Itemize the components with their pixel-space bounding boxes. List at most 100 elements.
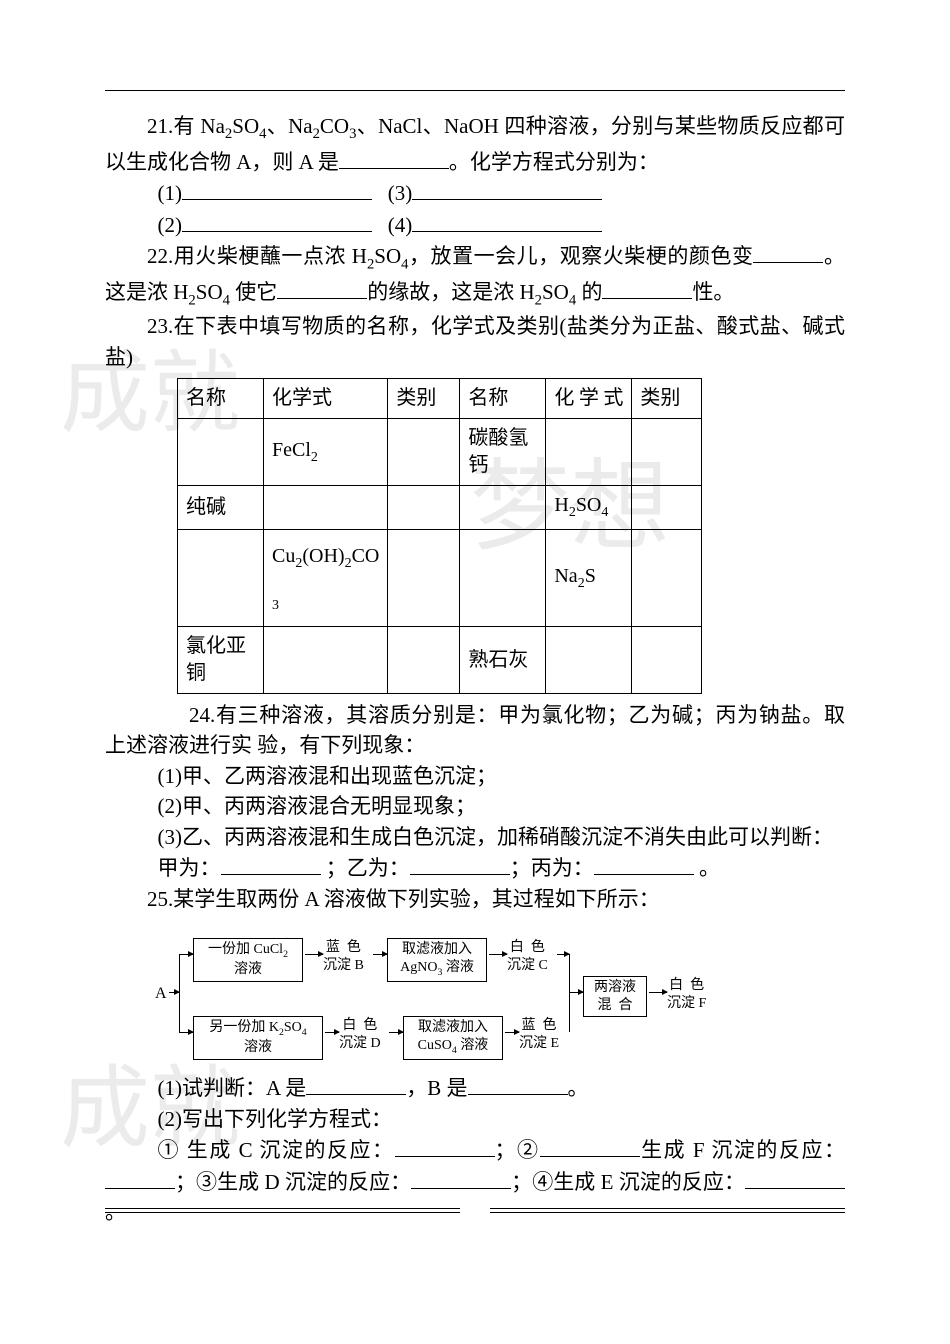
blank[interactable]	[412, 177, 602, 200]
q24-ans: 甲为： ；乙为：；丙为： 。	[105, 852, 845, 884]
t: 。	[699, 856, 720, 880]
t: 2	[311, 450, 318, 465]
blank[interactable]	[182, 209, 372, 232]
blank[interactable]	[395, 1134, 495, 1157]
q25-p3: ① 生成 C 沉淀的反应：；②生成 F 沉淀的反应：；③生成 D 沉淀的反应：；…	[105, 1134, 845, 1228]
q21-row1: (1) (3)	[105, 177, 845, 209]
cell[interactable]	[264, 627, 388, 694]
blank[interactable]	[753, 240, 823, 263]
t: 溶液	[457, 1038, 489, 1053]
t: 性。	[692, 280, 734, 304]
blank[interactable]	[105, 1166, 175, 1189]
cell[interactable]	[546, 627, 632, 694]
t: (OH)	[302, 545, 344, 567]
cell[interactable]	[388, 530, 460, 627]
page-content: 21.有 Na2SO4、Na2CO3、NaCl、NaOH 四种溶液，分别与某些物…	[105, 90, 845, 1228]
blank[interactable]	[339, 146, 449, 169]
flow-label: 白 色 沉淀 C	[507, 939, 548, 974]
blank[interactable]	[745, 1166, 845, 1189]
q21-t2: SO	[232, 114, 259, 138]
t: 化学式	[554, 387, 623, 409]
t: 溶液	[442, 960, 474, 975]
cell[interactable]	[460, 486, 546, 530]
cell: FeCl2	[264, 419, 388, 486]
q21-text: 21.有 Na2SO4、Na2CO3、NaCl、NaOH 四种溶液，分别与某些物…	[105, 111, 845, 177]
q25-flowchart: A 一份加 CuCl2溶液 蓝 色 沉淀 B 取滤液加入取滤液加入 AgNOAg…	[155, 924, 735, 1064]
cell[interactable]	[388, 419, 460, 486]
th: 类别	[632, 379, 702, 419]
arrow	[569, 992, 583, 993]
arrow	[557, 954, 569, 955]
arrow	[325, 1032, 339, 1033]
t: 22.用火柴梗蘸一点浓 H	[147, 244, 367, 268]
t: S	[585, 565, 596, 587]
t: 4	[302, 1027, 307, 1038]
cell[interactable]	[264, 486, 388, 530]
cell[interactable]	[632, 530, 702, 627]
q22-text: 22.用火柴梗蘸一点浓 H2SO4，放置一会儿，观察火柴梗的颜色变。这是浓 H2…	[105, 240, 845, 311]
blank[interactable]	[277, 276, 367, 299]
t: H	[554, 494, 568, 516]
cell[interactable]	[632, 486, 702, 530]
blank[interactable]	[594, 852, 694, 875]
blank[interactable]	[412, 209, 602, 232]
q25-p1: (1)试判断：A 是，B 是。	[105, 1072, 845, 1104]
blank[interactable]	[540, 1134, 640, 1157]
t: 。	[568, 1076, 589, 1100]
cell[interactable]	[632, 419, 702, 486]
cell: 纯碱	[178, 486, 264, 530]
t: SO	[374, 244, 401, 268]
cell[interactable]	[460, 530, 546, 627]
flow-label: 蓝 色 沉淀 E	[519, 1017, 559, 1052]
th: 类别	[388, 379, 460, 419]
flow-box: 两溶液 混 合	[583, 976, 647, 1017]
flow-box: 取滤液加入取滤液加入 AgNOAgNO3 溶液	[387, 938, 487, 982]
blank[interactable]	[410, 852, 510, 875]
cell[interactable]	[632, 627, 702, 694]
t: 另一份加 K	[209, 1020, 279, 1035]
blank[interactable]	[411, 1166, 511, 1189]
cell[interactable]	[388, 627, 460, 694]
arrow	[169, 992, 179, 993]
q21-i3: (3)	[388, 181, 413, 205]
q24-l1: (1)甲、乙两溶液混和出现蓝色沉淀；	[105, 761, 845, 791]
t: (1)试判断：A 是	[158, 1076, 307, 1100]
blank[interactable]	[468, 1072, 568, 1095]
arrow	[649, 992, 667, 993]
cell[interactable]	[178, 419, 264, 486]
cell: Na2S	[546, 530, 632, 627]
q21-t6: 。化学方程式分别为：	[449, 150, 659, 174]
q24-intro: 24.有三种溶液，其溶质分别是：甲为氯化物；乙为碱；丙为钠盐。取上述溶液进行实 …	[105, 700, 845, 761]
q21-i2: (2)	[158, 213, 183, 237]
t: 的缘故，这是浓 H	[367, 280, 534, 304]
cell: 碳酸氢钙	[460, 419, 546, 486]
q21-t4: CO	[320, 114, 349, 138]
node-A: A	[155, 984, 167, 1004]
arrow	[505, 1032, 519, 1033]
q24-l2: (2)甲、丙两溶液混合无明显现象；	[105, 791, 845, 821]
t: SO	[196, 280, 223, 304]
q21-i4: (4)	[388, 213, 413, 237]
cell[interactable]	[546, 419, 632, 486]
cell[interactable]	[388, 486, 460, 530]
t: ；②	[495, 1138, 540, 1162]
t: ① 生成 C 沉淀的反应：	[158, 1138, 395, 1162]
t: Na	[554, 565, 577, 587]
t: 溶液	[234, 962, 262, 977]
arrow	[305, 954, 323, 955]
bottom-rules	[105, 1208, 845, 1213]
t: 甲为：	[158, 856, 221, 880]
t: FeCl	[272, 439, 311, 461]
blank[interactable]	[182, 177, 372, 200]
blank[interactable]	[221, 852, 321, 875]
t: ；④生成 E 沉淀的反应：	[511, 1170, 745, 1194]
q24-l3: (3)乙、丙两溶液混和生成白色沉淀，加稀硝酸沉淀不消失由此可以判断：	[105, 822, 845, 852]
vline	[179, 954, 180, 1032]
t: 2	[569, 505, 576, 520]
cell[interactable]	[178, 530, 264, 627]
t: ；丙为：	[510, 856, 594, 880]
th: 化学式	[546, 379, 632, 419]
arrow	[489, 954, 507, 955]
blank[interactable]	[602, 276, 692, 299]
blank[interactable]	[306, 1072, 406, 1095]
